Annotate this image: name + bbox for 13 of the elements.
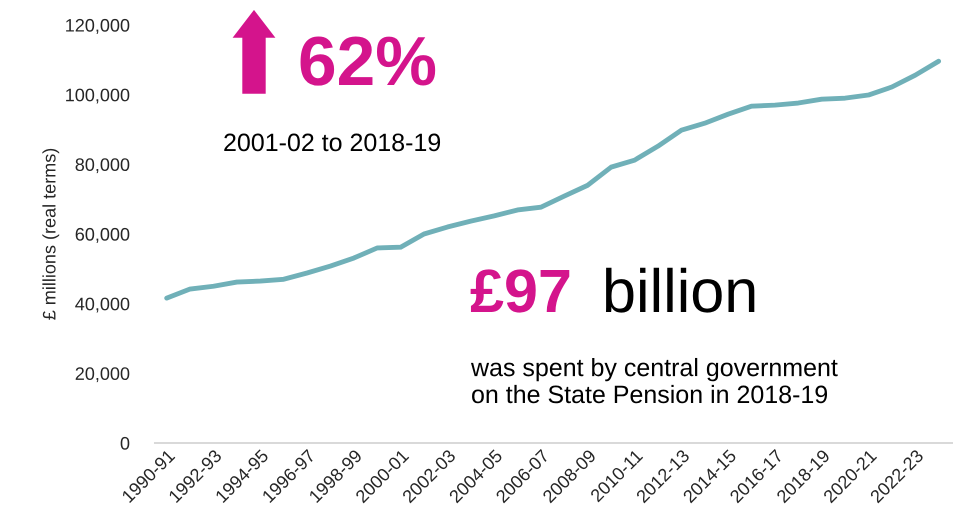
y-tick-label: 120,000 — [66, 18, 130, 34]
annotation: 62% — [300, 36, 436, 86]
y-tick-label: 80,000 — [76, 158, 130, 174]
y-tick-label: 100,000 — [66, 88, 130, 104]
y-tick-label: 40,000 — [75, 298, 130, 313]
y-tick-label: 20,000 — [76, 367, 130, 382]
y-axis-title: £ millions (real terms) — [42, 148, 60, 320]
annotation: £97 — [470, 269, 570, 313]
y-tick-label: 60,000 — [76, 228, 130, 243]
annotation: 2001-02 to 2018-19 — [224, 134, 440, 152]
annotation: was spent by central government on the State Pension in 2018-19 — [470, 358, 838, 404]
y-tick-label: 0 — [120, 436, 130, 450]
annotation: billion — [606, 268, 754, 313]
